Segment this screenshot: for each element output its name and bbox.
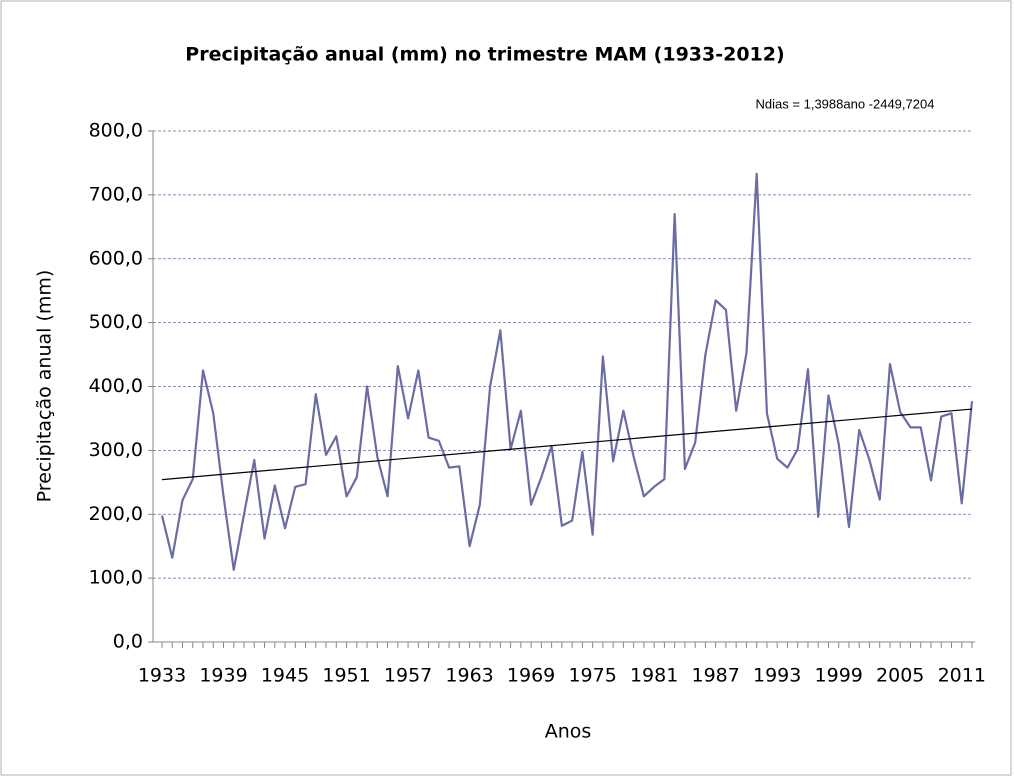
x-tick-label: 1963 (445, 665, 493, 687)
x-tick-label: 1999 (815, 665, 863, 687)
y-tick-label: 300,0 (89, 439, 143, 461)
x-tick-label: 1957 (384, 665, 432, 687)
x-tick-label: 2011 (938, 665, 986, 687)
y-tick-label: 700,0 (89, 183, 143, 205)
y-axis-title: Precipitação anual (mm) (34, 270, 56, 503)
y-tick-label: 200,0 (89, 503, 143, 525)
x-axis-title: Anos (545, 721, 592, 743)
x-tick-label: 1951 (322, 665, 370, 687)
x-tick-label: 1981 (630, 665, 678, 687)
trend-line (161, 408, 973, 481)
trend-equation: Ndias = 1,3988ano -2449,7204 (756, 96, 935, 111)
x-tick-label: 1969 (507, 665, 555, 687)
x-tick-label: 1987 (691, 665, 739, 687)
chart-title: Precipitação anual (mm) no trimestre MAM… (185, 44, 784, 66)
y-tick-label: 400,0 (89, 375, 143, 397)
y-tick-label: 0,0 (113, 631, 143, 653)
y-tick-label: 100,0 (89, 567, 143, 589)
y-tick-label: 600,0 (89, 247, 143, 269)
x-tick-label: 1939 (199, 665, 247, 687)
x-tick-label: 2005 (876, 665, 924, 687)
x-tick-label: 1993 (753, 665, 801, 687)
x-tick-label: 1975 (568, 665, 616, 687)
x-tick-label: 1945 (261, 665, 309, 687)
data-line (160, 172, 974, 571)
x-tick-label: 1933 (138, 665, 186, 687)
y-tick-label: 500,0 (89, 311, 143, 333)
y-tick-label: 800,0 (89, 120, 143, 142)
